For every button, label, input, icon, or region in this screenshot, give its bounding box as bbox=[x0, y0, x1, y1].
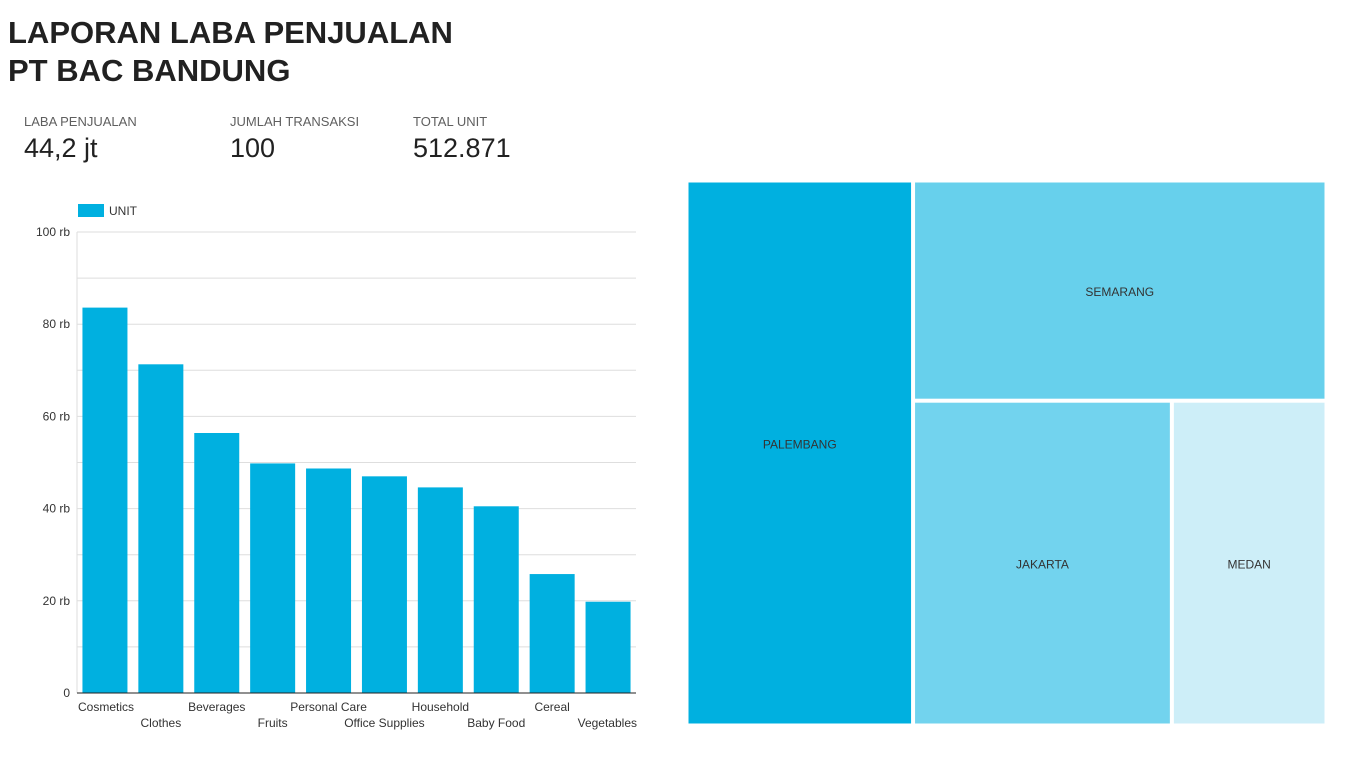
x-category-label: Household bbox=[412, 700, 469, 714]
kpi-label: LABA PENJUALAN bbox=[24, 114, 137, 129]
treemap-label: JAKARTA bbox=[1016, 558, 1069, 572]
treemap-tile-semarang bbox=[914, 181, 1326, 400]
x-category-label: Vegetables bbox=[578, 716, 637, 730]
bar-cosmetics bbox=[82, 307, 128, 693]
kpi-label: JUMLAH TRANSAKSI bbox=[230, 114, 360, 129]
kpi-jumlah-transaksi: JUMLAH TRANSAKSI 100 bbox=[230, 114, 359, 165]
kpi-value: 100 bbox=[230, 133, 276, 163]
y-tick-label: 40 rb bbox=[43, 502, 71, 516]
x-category-label: Office Supplies bbox=[344, 716, 425, 730]
x-category-label: Personal Care bbox=[290, 700, 367, 714]
y-tick-label: 20 rb bbox=[43, 594, 71, 608]
y-tick-label: 60 rb bbox=[43, 409, 71, 423]
treemap-tile-palembang bbox=[687, 181, 913, 725]
kpi-value: 44,2 jt bbox=[24, 133, 98, 163]
treemap-label: MEDAN bbox=[1228, 558, 1271, 572]
x-category-label: Cereal bbox=[534, 700, 569, 714]
bar-vegetables bbox=[585, 601, 631, 693]
kpi-total-unit: TOTAL UNIT 512.871 bbox=[413, 114, 511, 165]
city-treemap: PALEMBANG SEMARANG JAKARTA MEDAN bbox=[687, 181, 1326, 725]
treemap-tile-medan bbox=[1172, 401, 1326, 725]
bar-personal-care bbox=[306, 468, 352, 693]
x-category-label: Cosmetics bbox=[78, 700, 134, 714]
report-title-line-1: LAPORAN LABA PENJUALAN bbox=[8, 15, 453, 50]
y-tick-label: 80 rb bbox=[43, 317, 71, 331]
y-tick-label: 100 rb bbox=[36, 225, 70, 239]
treemap-label: SEMARANG bbox=[1085, 285, 1154, 299]
report-title-line-2: PT BAC BANDUNG bbox=[8, 53, 291, 88]
kpi-label: TOTAL UNIT bbox=[413, 114, 488, 129]
bar-fruits bbox=[250, 463, 296, 693]
bar-clothes bbox=[138, 364, 184, 693]
treemap-label: PALEMBANG bbox=[763, 438, 837, 452]
bar-office-supplies bbox=[361, 476, 407, 693]
x-category-label: Baby Food bbox=[467, 716, 525, 730]
x-category-label: Clothes bbox=[141, 716, 182, 730]
report-title: LAPORAN LABA PENJUALAN PT BAC BANDUNG bbox=[8, 14, 453, 90]
y-tick-label: 0 bbox=[63, 686, 70, 700]
legend-label: UNIT bbox=[109, 204, 138, 218]
bar-cereal bbox=[529, 574, 575, 693]
bar-baby-food bbox=[473, 506, 519, 693]
kpi-value: 512.871 bbox=[413, 133, 511, 163]
x-category-label: Beverages bbox=[188, 700, 245, 714]
kpi-laba-penjualan: LABA PENJUALAN 44,2 jt bbox=[24, 114, 137, 165]
bar-beverages bbox=[194, 432, 240, 693]
legend-swatch bbox=[78, 204, 104, 217]
bar-household bbox=[417, 487, 463, 693]
x-category-label: Fruits bbox=[258, 716, 288, 730]
treemap-tile-jakarta bbox=[914, 401, 1171, 725]
unit-bar-chart: 0 20 rb 40 rb 60 rb 80 rb 100 rb Cosmetics Clot… bbox=[36, 204, 637, 730]
